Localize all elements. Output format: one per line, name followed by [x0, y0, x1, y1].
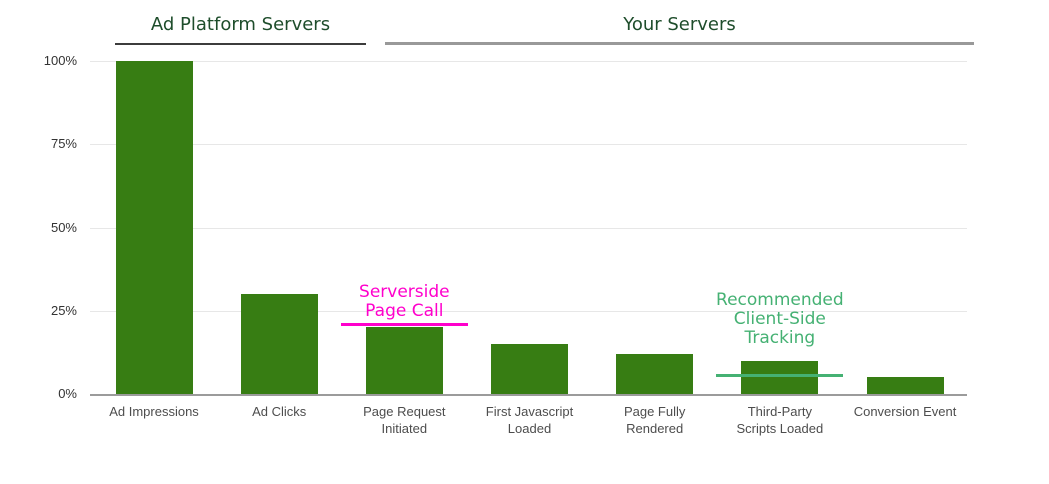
gridline-100pct	[90, 61, 967, 62]
bar-1	[115, 61, 193, 394]
gridline-50pct	[90, 227, 967, 229]
annotation-text-line: Recommended	[716, 290, 844, 310]
annotation-serverside-page-call: Serverside Page Call	[309, 283, 499, 321]
section-header-ad-platform-servers: Ad Platform Servers	[150, 14, 331, 35]
y-axis-tick-label: 75%	[50, 136, 77, 152]
y-axis-tick-label: 50%	[50, 219, 77, 235]
bar-2	[240, 294, 318, 394]
annotation-marker-line-serverside	[340, 322, 468, 326]
x-axis-category-label: Third-Party Scripts Loaded	[736, 404, 824, 436]
section-header-your-servers: Your Servers	[623, 14, 736, 35]
annotation-text-line: Tracking	[744, 328, 816, 348]
annotation-text-line: Serverside	[359, 282, 450, 302]
x-axis-category-label: Conversion Event	[853, 404, 957, 419]
bar-3	[365, 327, 443, 394]
annotation-text-line: Client-Side	[733, 309, 826, 329]
y-axis-tick-label: 25%	[50, 302, 77, 318]
section-underline-your-servers	[385, 42, 974, 45]
x-axis-category-label: Page Request Initiated	[363, 404, 446, 436]
bar-4	[491, 344, 568, 394]
annotation-text-line: Page Call	[365, 301, 444, 321]
gridline-75pct	[90, 144, 967, 146]
y-axis-tick-label: 0%	[58, 386, 77, 401]
x-axis-baseline	[90, 394, 967, 396]
section-underline-ad-platform-servers	[115, 43, 366, 45]
x-axis-category-label: Ad Impressions	[109, 404, 199, 419]
annotation-marker-line-client-side	[716, 374, 844, 378]
y-axis-tick-label: 100%	[43, 53, 77, 68]
bar-5	[616, 354, 694, 394]
bar-6	[741, 360, 819, 394]
annotation-recommended-client-side-tracking: Recommended Client-Side Tracking	[685, 291, 875, 348]
x-axis-category-label: Ad Clicks	[252, 404, 307, 419]
gridline-25pct	[90, 310, 967, 312]
bar-7	[866, 377, 944, 394]
x-axis-category-label: Page Fully Rendered	[623, 404, 686, 436]
x-axis-category-label: First Javascript Loaded	[485, 404, 574, 436]
